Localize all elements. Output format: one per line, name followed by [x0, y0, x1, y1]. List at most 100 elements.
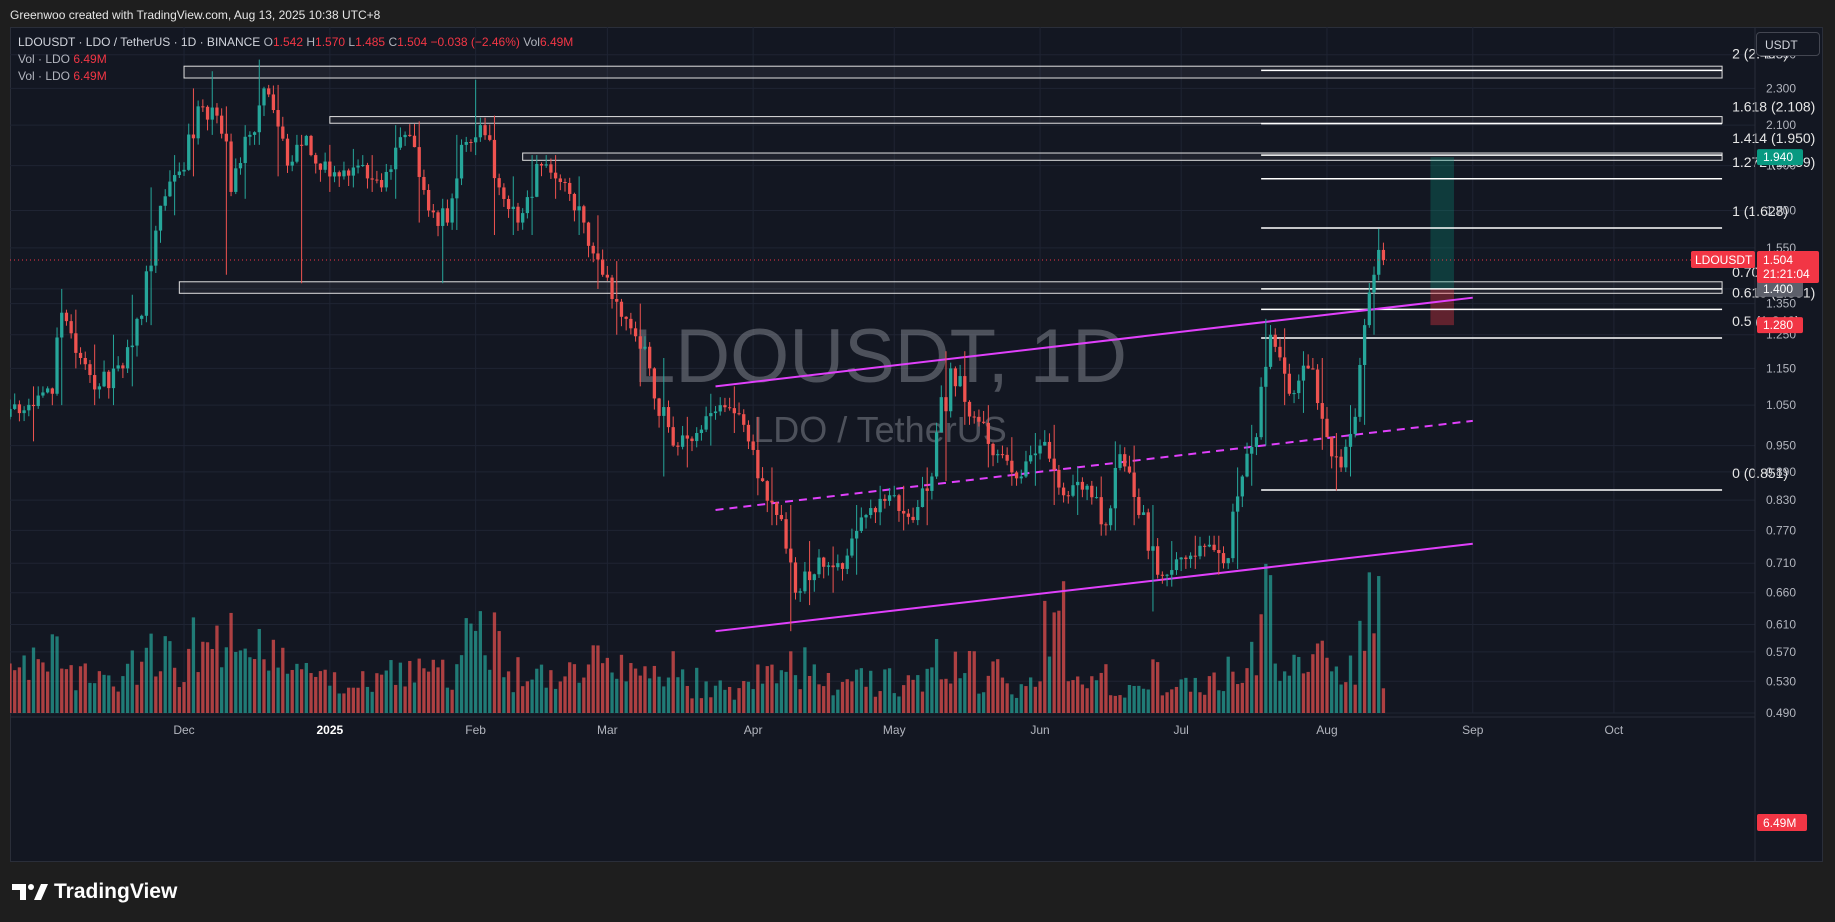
volume-bar [873, 696, 878, 713]
tradingview-logo: TradingView [12, 880, 177, 904]
volume-bar [88, 682, 92, 713]
volume-bar [1160, 695, 1165, 713]
currency-unit-button[interactable]: USDT [1756, 32, 1820, 56]
volume-bar [1066, 681, 1070, 713]
candle-body [638, 336, 642, 349]
channel-line [715, 542, 1473, 633]
candle-body [41, 392, 45, 396]
volume-bar [1165, 692, 1169, 713]
candle-body [436, 212, 440, 226]
candle-body [1297, 380, 1301, 394]
volume-bar [859, 668, 863, 713]
candle-body [1203, 545, 1207, 547]
candle-body [1348, 433, 1353, 447]
candle-body [572, 193, 577, 211]
volume-bar [1170, 689, 1174, 713]
position-stop-zone [1430, 288, 1454, 326]
volume-bar [394, 684, 398, 713]
candle-body [732, 408, 736, 414]
volume-bar [41, 662, 45, 713]
volume-bar [295, 663, 299, 713]
volume-bar [252, 659, 257, 713]
candle-body [648, 346, 652, 369]
volume-bar [55, 636, 59, 713]
candle-body [506, 198, 511, 210]
legend-symbol: LDOUSDT · LDO / TetherUS · 1D · BINANCE [18, 35, 261, 49]
candle-body [1381, 249, 1386, 260]
candle-body [83, 357, 87, 365]
candle-body [633, 328, 638, 337]
candle-body [1278, 346, 1282, 358]
candle-body [619, 301, 624, 317]
candle-body [643, 346, 647, 349]
candle-body [591, 245, 595, 254]
candle-body [1156, 546, 1160, 575]
candle-body [1198, 545, 1202, 557]
volume-bar [215, 625, 219, 713]
candle-body [1118, 454, 1122, 468]
candle-body [299, 144, 304, 146]
volume-bar [685, 685, 689, 713]
candle-body [375, 179, 379, 181]
candle-body [1188, 555, 1193, 560]
price-tag-target: 1.940 [1763, 150, 1793, 164]
volume-bar [492, 612, 497, 713]
price-tick-label: 0.770 [1766, 523, 1796, 537]
volume-bar [521, 686, 525, 713]
candle-body [553, 172, 558, 179]
volume-bar [417, 658, 421, 713]
volume-bar [488, 669, 492, 713]
candle-body [74, 333, 78, 353]
price-tag-level: 1.400 [1763, 282, 1793, 296]
candle-body [812, 574, 816, 581]
volume-bar [511, 692, 515, 713]
candle-body [1221, 553, 1226, 564]
volume-bar [803, 647, 807, 713]
volume-bar [633, 668, 638, 713]
volume-bar [996, 659, 1000, 713]
volume-bar [50, 634, 54, 713]
candle-body [243, 136, 247, 164]
candle-body [680, 435, 685, 447]
volume-bar [140, 661, 144, 713]
candle-body [1019, 476, 1023, 479]
volume-bar [615, 678, 619, 713]
price-tick-label: 1.150 [1766, 361, 1796, 375]
candlestick-chart[interactable]: LDOUSDT, 1D LDO / TetherUS 2 (2.405)1.61… [10, 27, 1823, 862]
candle-body [826, 565, 831, 567]
volume-bar [267, 670, 271, 713]
volume-bar [1043, 600, 1047, 713]
candle-body [1217, 549, 1221, 554]
volume-bar [1320, 640, 1324, 713]
volume-bar [953, 651, 958, 713]
volume-bar [1029, 677, 1033, 713]
candle-body [130, 345, 134, 348]
candle-body [723, 405, 727, 408]
candle-body [1207, 544, 1212, 547]
candle-body [718, 405, 722, 412]
candle-body [304, 135, 308, 146]
volume-bar [168, 641, 172, 713]
candle-body [64, 312, 69, 322]
candle-body [525, 197, 530, 214]
legend-high: H1.570 [306, 35, 346, 49]
volume-bar [605, 657, 609, 713]
candle-body [412, 135, 417, 148]
chart-frame[interactable] [10, 27, 1823, 862]
candle-body [1038, 445, 1042, 454]
candle-body [93, 375, 97, 390]
candle-body [1268, 334, 1273, 367]
candle-body [474, 137, 478, 143]
candle-body [337, 172, 341, 177]
candle-body [737, 413, 741, 415]
volume-bar [1184, 677, 1188, 713]
candle-body [290, 161, 294, 166]
candle-body [347, 170, 351, 176]
candle-body [1245, 453, 1249, 477]
candle-body [1283, 357, 1287, 374]
volume-bar [328, 685, 332, 713]
volume-bar [459, 655, 464, 713]
volume-bar [412, 682, 417, 713]
candle-body [1047, 441, 1052, 459]
candle-body [897, 495, 901, 511]
